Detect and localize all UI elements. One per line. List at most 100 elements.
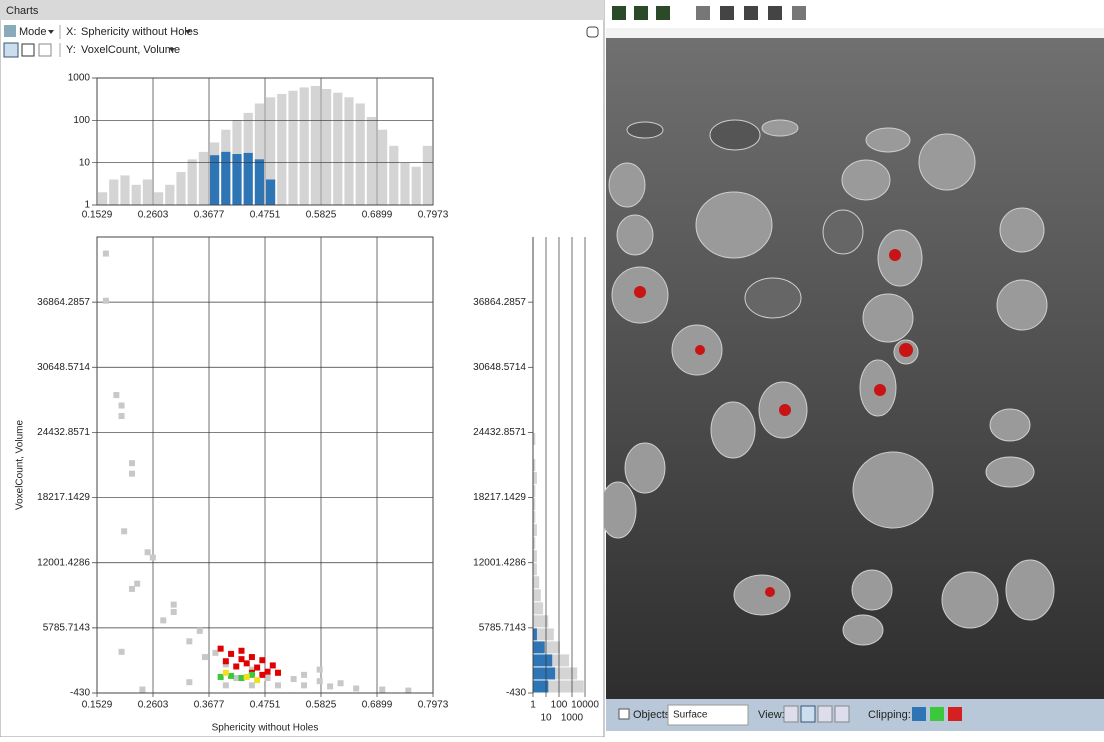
x-tick-label: 0.7973 <box>418 210 449 221</box>
histogram-bar <box>378 129 388 205</box>
x-field[interactable]: Sphericity without Holes <box>81 26 199 38</box>
y-tick-label: 24432.8571 <box>37 427 90 438</box>
point <box>405 687 412 694</box>
point <box>196 627 203 634</box>
view-button[interactable] <box>800 705 816 723</box>
icon[interactable] <box>634 6 648 20</box>
point <box>248 666 255 673</box>
clip-blue[interactable] <box>912 707 926 721</box>
histogram-bar <box>254 103 264 205</box>
histogram-bar <box>266 97 276 205</box>
dropdown-arrow <box>185 30 191 34</box>
histogram-bar <box>533 654 553 667</box>
objects-dropdown[interactable] <box>667 704 749 726</box>
y-tick-label: 5785.7143 <box>43 622 91 633</box>
x-tick-label: 0.5825 <box>306 700 337 711</box>
point <box>102 297 109 304</box>
icon[interactable] <box>656 6 670 20</box>
view-button[interactable] <box>834 705 850 723</box>
window-title: Charts <box>6 5 39 17</box>
point <box>327 683 334 690</box>
histogram-bar <box>533 576 540 589</box>
x-axis-title: Sphericity without Holes <box>212 723 319 734</box>
zoom-tool[interactable] <box>21 43 35 57</box>
point <box>274 669 281 676</box>
icon[interactable] <box>792 6 806 20</box>
point <box>170 608 177 615</box>
point <box>259 657 266 664</box>
x-tick-label: 0.5825 <box>306 210 337 221</box>
point <box>337 680 344 687</box>
histogram-bar <box>198 151 208 205</box>
point <box>248 671 255 678</box>
point <box>248 682 255 689</box>
point <box>290 676 297 683</box>
plot-frame <box>96 77 434 206</box>
x-tick-label: 0.4751 <box>250 700 281 711</box>
point <box>243 673 250 680</box>
y-tick-label: 5785.7143 <box>479 622 527 633</box>
y-tick-label: 100 <box>73 115 90 126</box>
clip-green[interactable] <box>930 707 944 721</box>
point <box>212 649 219 656</box>
point <box>248 654 255 661</box>
point <box>379 686 386 693</box>
pan-tool[interactable] <box>38 43 52 57</box>
y-tick-label: 30648.5714 <box>473 362 526 373</box>
view-button[interactable] <box>783 705 799 723</box>
histogram-bar <box>109 179 119 205</box>
y-tick-label: 1 <box>84 200 90 211</box>
y-tick-label: 10 <box>79 157 91 168</box>
histogram-bar <box>533 563 537 576</box>
histogram-bar <box>533 511 536 524</box>
point <box>186 638 193 645</box>
point <box>238 656 245 663</box>
point <box>128 470 135 477</box>
histogram-bar <box>533 550 537 563</box>
objects-label: Objects: <box>633 709 673 721</box>
point <box>269 662 276 669</box>
x-tick-label: 10000 <box>571 700 599 711</box>
histogram-bar <box>533 485 536 498</box>
point <box>144 549 151 556</box>
checkbox[interactable] <box>618 708 630 720</box>
histogram-bar <box>366 116 376 205</box>
icon[interactable] <box>612 6 626 20</box>
x-tick-label: 0.1529 <box>82 700 113 711</box>
histogram-bar <box>533 524 537 537</box>
histogram-bar <box>221 151 231 205</box>
toolbar-icons <box>612 6 806 20</box>
point <box>121 528 128 535</box>
point <box>222 661 229 668</box>
select-tool[interactable] <box>3 42 19 58</box>
y-tick-label: -430 <box>70 688 90 699</box>
clipping-label: Clipping: <box>868 709 911 721</box>
view-button[interactable] <box>817 705 833 723</box>
x-tick-label: 0.2603 <box>138 210 169 221</box>
x-prefix: X: <box>66 26 76 38</box>
point <box>243 660 250 667</box>
mode-button[interactable]: Mode <box>19 26 47 38</box>
icon[interactable] <box>696 6 710 20</box>
y-prefix: Y: <box>66 44 76 56</box>
clip-red[interactable] <box>948 707 962 721</box>
point <box>259 671 266 678</box>
x-tick-label: 0.7973 <box>418 700 449 711</box>
histogram-bar <box>310 85 320 205</box>
histogram-bar <box>533 537 536 550</box>
x-tick-label: 0.1529 <box>82 210 113 221</box>
histogram-bar <box>533 628 554 641</box>
point <box>118 413 125 420</box>
histogram-bar <box>243 152 253 205</box>
point <box>149 554 156 561</box>
settings-button[interactable] <box>586 26 599 38</box>
histogram-bar <box>98 192 108 205</box>
histogram-bar <box>533 615 549 628</box>
y-field[interactable]: VoxelCount, Volume <box>81 44 180 56</box>
point <box>228 672 235 679</box>
point <box>118 648 125 655</box>
icon[interactable] <box>744 6 758 20</box>
icon[interactable] <box>768 6 782 20</box>
histogram-bar <box>176 172 186 205</box>
icon[interactable] <box>720 6 734 20</box>
